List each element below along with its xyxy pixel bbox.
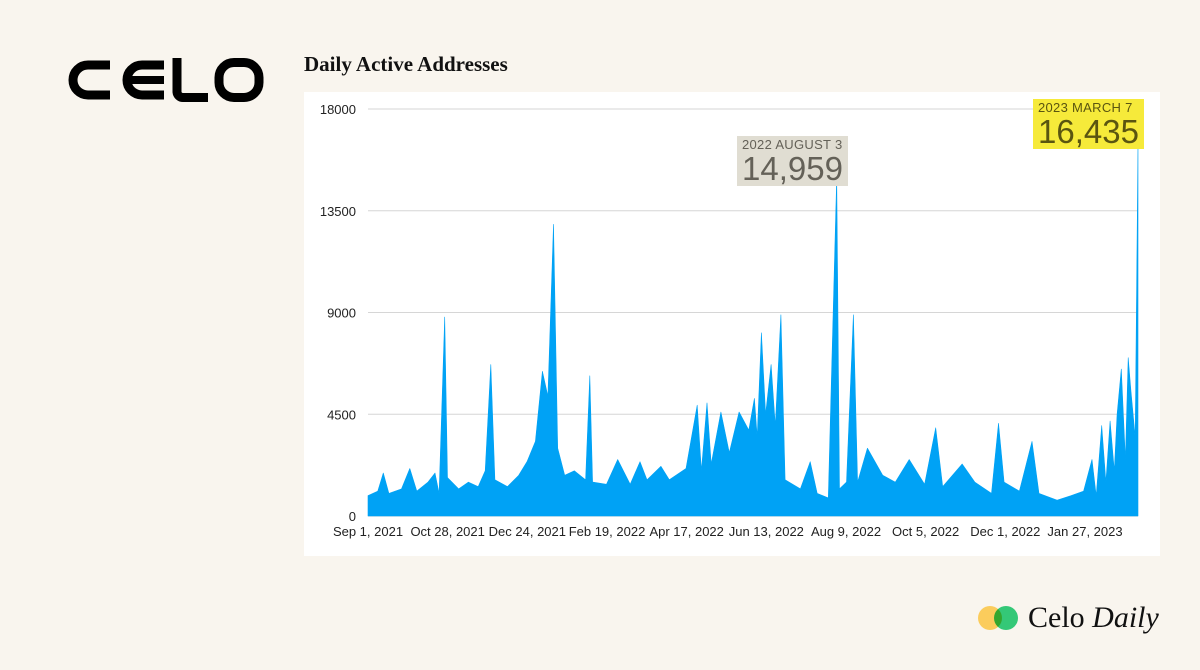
chart-title: Daily Active Addresses	[304, 52, 508, 76]
x-tick-label: Oct 5, 2022	[892, 524, 959, 539]
celo-daily-brand: Celo Daily	[978, 600, 1159, 636]
y-axis-ticks: 0 4500 9000 13500 18000	[320, 102, 356, 524]
x-tick-label: Sep 1, 2021	[333, 524, 403, 539]
x-tick-label: Dec 1, 2022	[970, 524, 1040, 539]
brand-italic-word: Daily	[1092, 601, 1159, 634]
y-tick-label: 9000	[327, 306, 356, 321]
chart-panel: 0 4500 9000 13500 18000 Sep 1, 2021 Oct 28, 2…	[304, 92, 1160, 556]
x-tick-label: Dec 24, 2021	[489, 524, 566, 539]
x-axis-ticks: Sep 1, 2021 Oct 28, 2021 Dec 24, 2021 Feb 1…	[333, 524, 1123, 539]
area-layer	[367, 144, 1139, 517]
x-tick-label: Jan 27, 2023	[1047, 524, 1122, 539]
celo-logo-mark	[68, 58, 264, 103]
peak-annotation-mar: 2023 MARCH 7 16,435	[1033, 99, 1144, 149]
x-tick-label: Jun 13, 2022	[729, 524, 804, 539]
y-tick-label: 13500	[320, 204, 356, 219]
x-tick-label: Apr 17, 2022	[649, 524, 723, 539]
y-tick-label: 4500	[327, 407, 356, 422]
celo-logo	[66, 58, 264, 103]
annotation-date: 2023 MARCH 7	[1038, 100, 1133, 115]
celo-daily-logo-icon	[978, 604, 1022, 632]
chart-svg: 0 4500 9000 13500 18000 Sep 1, 2021 Oct 28, 2…	[320, 102, 1139, 539]
x-tick-label: Oct 28, 2021	[410, 524, 484, 539]
x-tick-label: Aug 9, 2022	[811, 524, 881, 539]
annotation-value: 16,435	[1038, 113, 1139, 150]
annotation-date: 2022 AUGUST 3	[742, 137, 843, 152]
area-series	[367, 144, 1139, 517]
annotation-value: 14,959	[742, 150, 843, 187]
brand-word: Celo	[1028, 601, 1085, 634]
y-tick-label: 0	[349, 509, 356, 524]
y-tick-label: 18000	[320, 102, 356, 117]
brand-text: Celo Daily	[1028, 601, 1159, 635]
peak-annotation-aug: 2022 AUGUST 3 14,959	[737, 136, 848, 186]
x-tick-label: Feb 19, 2022	[569, 524, 646, 539]
